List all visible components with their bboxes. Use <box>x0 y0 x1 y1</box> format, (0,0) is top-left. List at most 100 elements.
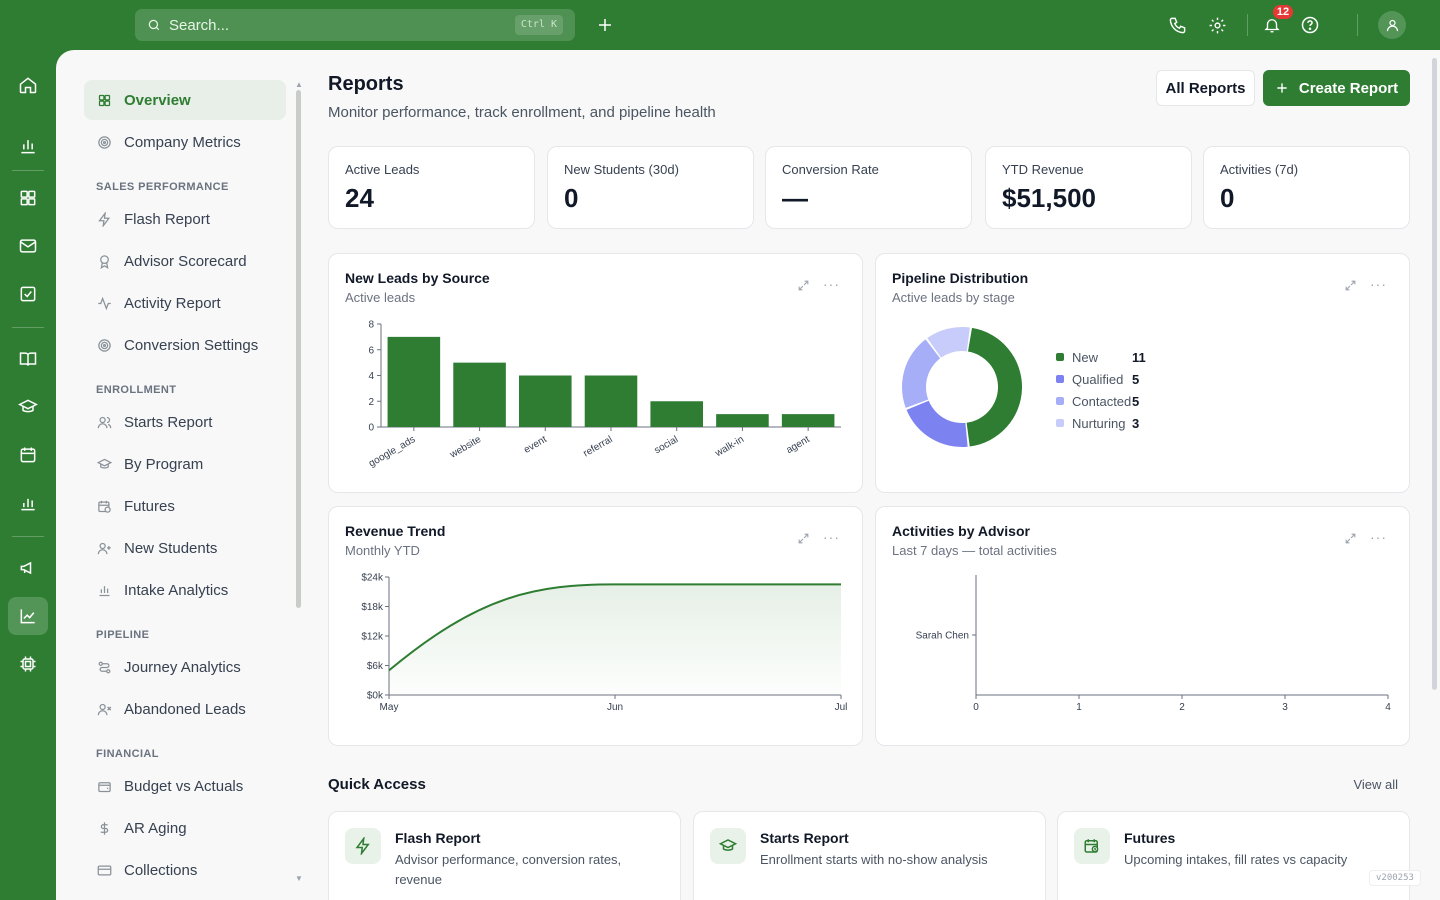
calendar-clock-icon <box>1074 828 1110 864</box>
calendar-icon[interactable] <box>8 436 48 474</box>
stat-value: 24 <box>345 183 374 213</box>
card-title: Revenue Trend <box>345 523 446 539</box>
bell-icon[interactable] <box>1260 13 1284 37</box>
card-subtitle: Last 7 days — total activities <box>892 543 1057 558</box>
more-icon[interactable]: ··· <box>823 529 840 545</box>
line-chart-icon[interactable] <box>8 597 48 635</box>
grid-icon[interactable] <box>8 179 48 217</box>
legend-label: Nurturing <box>1072 415 1126 431</box>
divider <box>12 536 44 537</box>
y-tick-label: $18k <box>361 602 384 613</box>
sidebar-scrollbar[interactable] <box>296 90 301 608</box>
phone-icon[interactable] <box>1165 13 1189 37</box>
sidebar-item-budget-vs-actuals[interactable]: Budget vs Actuals <box>84 766 286 806</box>
bar-chart-icon[interactable] <box>8 127 48 165</box>
sidebar-item-overview[interactable]: Overview <box>84 80 286 120</box>
main-panel: Overview Company Metrics SALES PERFORMAN… <box>56 50 1440 900</box>
x-tick-label: walk-in <box>713 434 746 460</box>
plus-icon[interactable] <box>593 13 617 37</box>
graduation-cap-icon[interactable] <box>8 388 48 426</box>
expand-icon[interactable] <box>797 532 810 550</box>
sidebar-item-by-program[interactable]: By Program <box>84 444 286 484</box>
page-scrollbar[interactable] <box>1432 58 1437 690</box>
quick-access-card-flash-report[interactable]: Flash Report Advisor performance, conver… <box>328 811 681 900</box>
legend-value: 5 <box>1132 393 1140 409</box>
sidebar-item-label: AR Aging <box>124 819 187 837</box>
legend-value: 11 <box>1132 349 1146 365</box>
sidebar-item-advisor-scorecard[interactable]: Advisor Scorecard <box>84 241 286 281</box>
help-icon[interactable] <box>1298 13 1322 37</box>
sidebar-item-abandoned-leads[interactable]: Abandoned Leads <box>84 689 286 729</box>
analytics-icon[interactable] <box>8 484 48 522</box>
card-title: New Leads by Source <box>345 270 490 286</box>
card-subtitle: Active leads by stage <box>892 290 1015 305</box>
version-tag: v200253 <box>1369 870 1421 886</box>
x-tick-label: May <box>380 702 399 713</box>
gear-icon[interactable] <box>1205 13 1229 37</box>
wallet-icon <box>96 778 112 794</box>
sidebar-item-new-students[interactable]: New Students <box>84 528 286 568</box>
quick-access-title: Quick Access <box>328 776 426 793</box>
pie-slice <box>927 327 970 358</box>
sidebar-item-collections[interactable]: Collections <box>84 850 286 890</box>
view-all-link[interactable]: View all <box>1353 777 1398 792</box>
sidebar-item-starts-report[interactable]: Starts Report <box>84 402 286 442</box>
target-icon <box>96 134 112 150</box>
more-icon[interactable]: ··· <box>1370 529 1387 545</box>
sidebar-item-futures[interactable]: Futures <box>84 486 286 526</box>
scroll-up-icon[interactable]: ▲ <box>295 80 303 89</box>
expand-icon[interactable] <box>1344 279 1357 297</box>
quick-access-card-starts-report[interactable]: Starts Report Enrollment starts with no-… <box>693 811 1046 900</box>
sidebar-item-label: Overview <box>124 91 191 109</box>
sidebar-item-flash-report[interactable]: Flash Report <box>84 199 286 239</box>
y-tick-label: $24k <box>361 573 384 584</box>
card-subtitle: Monthly YTD <box>345 543 420 558</box>
quick-access-desc: Upcoming intakes, fill rates vs capacity <box>1124 852 1348 867</box>
create-report-button[interactable]: Create Report <box>1263 70 1410 106</box>
chip-icon[interactable] <box>8 645 48 683</box>
route-icon <box>96 659 112 675</box>
expand-icon[interactable] <box>1344 532 1357 550</box>
chart-card-activities-by-advisor: Activities by Advisor Last 7 days — tota… <box>875 506 1410 746</box>
dollar-icon <box>96 820 112 836</box>
expand-icon[interactable] <box>797 279 810 297</box>
legend-value: 5 <box>1132 371 1140 387</box>
search-icon <box>148 19 160 31</box>
page-subtitle: Monitor performance, track enrollment, a… <box>328 104 716 121</box>
y-tick-label: 0 <box>368 423 374 434</box>
avatar[interactable] <box>1378 11 1406 39</box>
sidebar-item-intake-analytics[interactable]: Intake Analytics <box>84 570 286 610</box>
legend-item: Nurturing 3 <box>1056 412 1146 434</box>
sidebar-item-label: Budget vs Actuals <box>124 777 244 795</box>
all-reports-button[interactable]: All Reports <box>1156 70 1255 106</box>
x-tick-label: agent <box>784 434 811 456</box>
search-input[interactable]: Search... Ctrl K <box>135 9 575 41</box>
sidebar-item-activity-report[interactable]: Activity Report <box>84 283 286 323</box>
checkbox-icon[interactable] <box>8 275 48 313</box>
legend-item: Contacted 5 <box>1056 390 1146 412</box>
quick-access-card-futures[interactable]: Futures Upcoming intakes, fill rates vs … <box>1057 811 1410 900</box>
quick-access-name: Starts Report <box>760 830 849 846</box>
mail-icon[interactable] <box>8 227 48 265</box>
more-icon[interactable]: ··· <box>1370 276 1387 292</box>
scroll-down-icon[interactable]: ▼ <box>295 874 303 883</box>
sidebar-item-label: Journey Analytics <box>124 658 241 676</box>
sidebar-item-journey-analytics[interactable]: Journey Analytics <box>84 647 286 687</box>
home-icon[interactable] <box>8 66 48 104</box>
users-icon <box>96 414 112 430</box>
quick-access-desc: Advisor performance, conversion rates, r… <box>395 852 622 887</box>
area-fill <box>389 584 841 695</box>
graduation-cap-icon <box>96 456 112 472</box>
award-icon <box>96 253 112 269</box>
bar <box>584 375 638 427</box>
megaphone-icon[interactable] <box>8 549 48 587</box>
sidebar-item-ar-aging[interactable]: AR Aging <box>84 808 286 848</box>
sidebar-item-company-metrics[interactable]: Company Metrics <box>84 122 286 162</box>
book-icon[interactable] <box>8 340 48 378</box>
pie-slice <box>906 400 968 447</box>
top-bar: Search... Ctrl K 12 <box>0 0 1440 50</box>
divider <box>1247 14 1248 36</box>
more-icon[interactable]: ··· <box>823 276 840 292</box>
sidebar-item-conversion-settings[interactable]: Conversion Settings <box>84 325 286 365</box>
stat-label: Conversion Rate <box>782 162 879 177</box>
